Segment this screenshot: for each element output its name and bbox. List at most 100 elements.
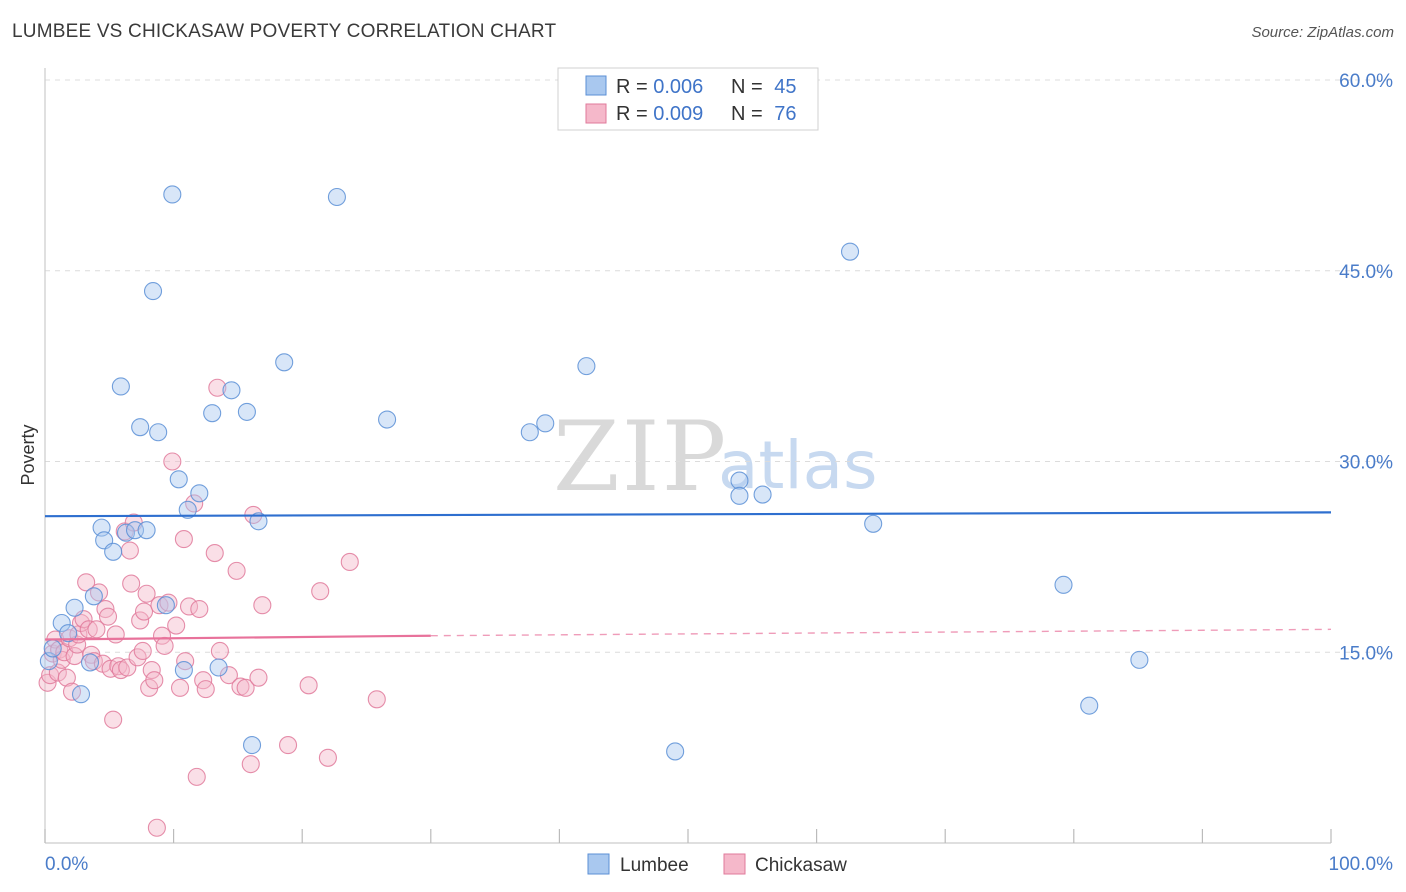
chickasaw-trend-extension <box>430 628 1332 637</box>
y-axis-label: Poverty <box>18 424 38 485</box>
chickasaw-series-label: Chickasaw <box>755 855 847 876</box>
lumbee-point <box>169 470 188 489</box>
chickasaw-point <box>163 452 182 471</box>
chickasaw-point <box>205 544 224 563</box>
lumbee-point <box>131 418 150 437</box>
chickasaw-point <box>57 668 76 687</box>
chickasaw-point <box>340 552 359 572</box>
x-tick-label-min: 0.0% <box>45 854 88 875</box>
lumbee-point <box>156 596 175 615</box>
chart-title: LUMBEE VS CHICKASAW POVERTY CORRELATION … <box>12 21 557 42</box>
lumbee-point <box>174 661 193 680</box>
lumbee-point <box>237 402 256 421</box>
lumbee-legend-swatch <box>585 75 607 96</box>
chickasaw-point <box>219 666 238 685</box>
chickasaw-points <box>38 378 386 837</box>
lumbee-point <box>163 185 182 204</box>
chickasaw-point <box>137 584 156 603</box>
lumbee-point <box>864 514 883 533</box>
chickasaw-point <box>147 818 166 837</box>
lumbee-point <box>104 542 123 561</box>
chickasaw-point <box>98 607 118 626</box>
axis-ticks: 15.0% 30.0% 45.0% 60.0% <box>44 71 1393 843</box>
lumbee-point <box>111 377 130 396</box>
chickasaw-point <box>87 620 106 639</box>
chickasaw-point <box>236 678 255 697</box>
lumbee-point <box>80 653 100 672</box>
lumbee-point <box>577 357 596 376</box>
lumbee-point <box>178 500 197 519</box>
lumbee-point <box>327 187 346 207</box>
x-tick-label-max: 100.0% <box>1329 854 1394 875</box>
chickasaw-point <box>311 582 330 601</box>
lumbee-point <box>84 587 103 606</box>
chickasaw-series-label-swatch <box>723 853 746 875</box>
lumbee-series-swatch <box>587 853 610 875</box>
chickasaw-r-value: 0.009 <box>653 103 703 125</box>
lumbee-point <box>203 404 222 423</box>
chickasaw-point <box>279 736 298 755</box>
chickasaw-point <box>318 748 337 767</box>
chickasaw-point <box>131 611 150 630</box>
chickasaw-point <box>106 625 125 644</box>
chickasaw-point <box>167 616 186 635</box>
y-tick-label: 45.0% <box>1339 262 1393 283</box>
chickasaw-point <box>187 767 206 786</box>
lumbee-point <box>753 485 772 504</box>
lumbee-point <box>143 282 163 301</box>
lumbee-point <box>43 639 62 658</box>
lumbee-point <box>59 624 78 643</box>
chickasaw-point <box>299 676 318 695</box>
chickasaw-point <box>208 378 227 397</box>
chickasaw-point <box>77 573 96 592</box>
chickasaw-point <box>155 636 174 655</box>
chickasaw-point <box>134 602 154 621</box>
lumbee-point <box>52 613 71 633</box>
watermark-atlas: atlas <box>718 427 878 504</box>
lumbee-point <box>190 484 209 503</box>
lumbee-trend-line <box>44 511 1332 518</box>
lumbee-point <box>71 685 91 704</box>
lumbee-point <box>242 736 262 755</box>
series-legend: Lumbee Chickasaw <box>587 853 847 876</box>
chickasaw-point <box>241 755 260 774</box>
lumbee-point <box>149 423 168 442</box>
chickasaw-point <box>133 641 152 661</box>
chickasaw-n-value: 76 <box>774 103 796 125</box>
chickasaw-point <box>190 599 209 619</box>
chickasaw-point <box>249 668 268 687</box>
chickasaw-legend-swatch <box>585 103 607 124</box>
chickasaw-point <box>227 561 246 580</box>
lumbee-points <box>39 185 1149 761</box>
lumbee-point <box>275 353 294 372</box>
chickasaw-point <box>174 530 193 549</box>
chickasaw-point <box>159 593 178 612</box>
trend-lines <box>44 511 1332 641</box>
chickasaw-point <box>170 678 190 697</box>
lumbee-point <box>520 423 539 442</box>
lumbee-point <box>249 512 268 531</box>
y-tick-label: 60.0% <box>1339 71 1393 92</box>
chickasaw-point <box>104 710 123 729</box>
lumbee-point <box>222 381 241 400</box>
lumbee-point <box>666 742 685 761</box>
lumbee-point <box>730 471 749 490</box>
lumbee-r-label: R = 0.006 <box>616 76 703 98</box>
lumbee-point <box>1080 696 1099 715</box>
lumbee-point <box>1130 650 1149 669</box>
lumbee-point <box>536 414 555 433</box>
y-tick-label: 30.0% <box>1339 453 1393 474</box>
lumbee-point <box>137 521 156 540</box>
watermark-zip: ZIP <box>553 401 728 513</box>
lumbee-n-label: N = 45 <box>731 76 797 98</box>
chickasaw-r-label: R = 0.009 <box>616 103 703 125</box>
lumbee-point <box>730 486 749 505</box>
grid-lines <box>45 79 1393 653</box>
lumbee-point <box>1054 575 1073 594</box>
chickasaw-point <box>122 574 141 593</box>
lumbee-series-label: Lumbee <box>620 855 689 876</box>
lumbee-r-value: 0.006 <box>653 76 703 98</box>
chickasaw-point <box>179 597 199 616</box>
source-credit: Source: ZipAtlas.com <box>1251 24 1394 41</box>
